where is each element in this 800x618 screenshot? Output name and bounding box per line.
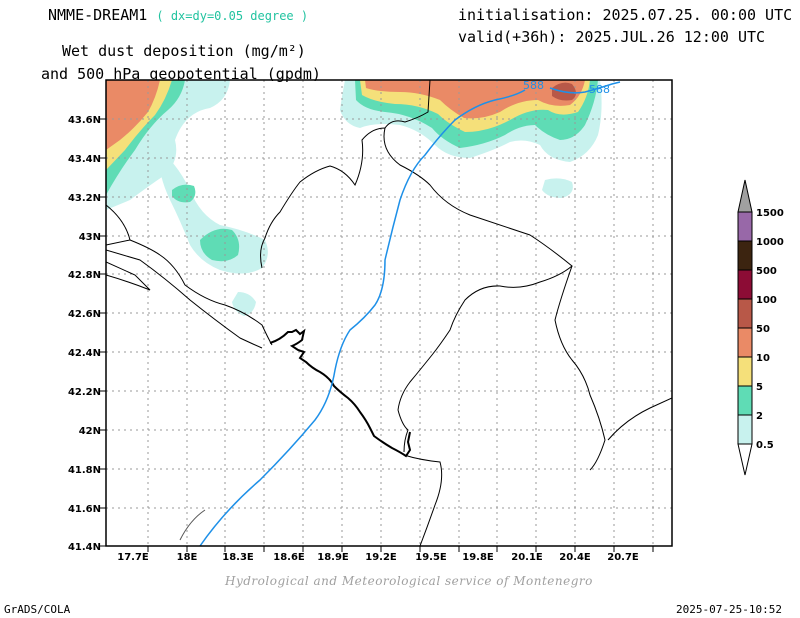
colorbar-label: 2	[756, 411, 763, 422]
lat-label: 41.6N	[68, 504, 101, 515]
colorbar-label: 1000	[756, 237, 784, 248]
borders	[106, 80, 672, 546]
colorbar: 1500 1000 500 100 50 10 5 2 0.5	[737, 179, 784, 476]
lat-label: 43.2N	[68, 193, 101, 204]
lon-label: 18E	[177, 552, 198, 563]
border-line	[129, 239, 273, 346]
border-line	[384, 80, 431, 129]
colorbar-label: 10	[756, 353, 770, 364]
lat-label: 43.6N	[68, 115, 101, 126]
colorbar-label: 50	[756, 324, 770, 335]
dust-area-10	[106, 80, 160, 150]
colorbar-segment	[737, 414, 753, 445]
border-line	[179, 509, 206, 541]
model-resolution: ( dx=dy=0.05 degree )	[156, 9, 309, 23]
lon-label: 18.3E	[222, 552, 254, 563]
border-line	[260, 127, 573, 411]
colorbar-bottom-arrow	[737, 443, 753, 476]
lon-labels: 17.7E 18E 18.3E 18.6E 18.9E 19.2E 19.5E …	[117, 552, 639, 563]
lon-label: 19.5E	[415, 552, 447, 563]
dust-area-10	[365, 80, 585, 119]
lat-label: 41.8N	[68, 465, 101, 476]
colorbar-segment	[737, 356, 753, 387]
lon-label: 20.1E	[511, 552, 543, 563]
colorbar-segment	[737, 211, 753, 242]
lon-label: 17.7E	[117, 552, 149, 563]
variable-title-line1: Wet dust deposition (mg/m²)	[62, 42, 306, 60]
lon-label: 20.7E	[607, 552, 639, 563]
grid-lines	[106, 80, 672, 546]
colorbar-label: 0.5	[756, 440, 774, 451]
footer-software: GrADS/COLA	[4, 603, 71, 616]
lon-label: 18.9E	[317, 552, 349, 563]
dust-area-0-5	[158, 150, 268, 274]
model-name: NMME-DREAM1	[48, 6, 148, 24]
dust-field	[106, 80, 602, 316]
dust-area-2	[200, 228, 240, 262]
coast-line	[269, 328, 412, 458]
border-line	[554, 265, 606, 471]
lat-label: 42.6N	[68, 309, 101, 320]
border-line	[607, 397, 672, 441]
initialisation-time: initialisation: 2025.07.25. 00:00 UTC	[458, 6, 793, 24]
lon-label: 19.2E	[365, 552, 397, 563]
coastline	[269, 328, 412, 458]
lat-label: 42.4N	[68, 348, 101, 359]
contour-label: 588	[523, 79, 544, 92]
lat-label: 42N	[79, 426, 101, 437]
contour-label: 588	[589, 83, 610, 96]
colorbar-top-arrow	[737, 179, 753, 213]
dust-area-2	[172, 184, 196, 203]
lat-label: 43.4N	[68, 154, 101, 165]
lon-label: 20.4E	[559, 552, 591, 563]
dust-area-0-5	[542, 178, 573, 198]
lat-ticks	[100, 118, 106, 547]
colorbar-segment	[737, 298, 753, 329]
border-line	[106, 204, 131, 246]
lat-label: 42.8N	[68, 270, 101, 281]
border-line	[397, 409, 409, 453]
lon-label: 19.8E	[462, 552, 494, 563]
colorbar-label: 5	[756, 382, 763, 393]
border-line	[403, 454, 443, 546]
border-line	[106, 261, 151, 291]
colorbar-segment	[737, 327, 753, 358]
colorbar-segment	[737, 269, 753, 300]
lat-label: 41.4N	[68, 542, 101, 553]
credit-text: Hydrological and Meteorological service …	[225, 574, 593, 588]
colorbar-label: 500	[756, 266, 777, 277]
lat-label: 43N	[79, 232, 101, 243]
lon-ticks	[147, 546, 654, 552]
dust-area-0-5	[232, 292, 256, 316]
valid-time: valid(+36h): 2025.JUL.26 12:00 UTC	[458, 28, 766, 46]
colorbar-segment	[737, 240, 753, 271]
lon-label: 18.6E	[273, 552, 305, 563]
footer-timestamp: 2025-07-25-10:52	[676, 603, 782, 616]
lat-labels: 43.6N 43.4N 43.2N 43N 42.8N 42.6N 42.4N …	[68, 115, 101, 553]
colorbar-label: 100	[756, 295, 777, 306]
variable-title-line2: and 500 hPa geopotential (gpdm)	[41, 65, 321, 83]
colorbar-segment	[737, 385, 753, 416]
colorbar-label: 1500	[756, 208, 784, 219]
model-title: NMME-DREAM1 ( dx=dy=0.05 degree )	[48, 6, 308, 24]
lat-label: 42.2N	[68, 387, 101, 398]
geopotential-contour: 588 588	[199, 79, 621, 547]
border-line	[106, 249, 263, 349]
